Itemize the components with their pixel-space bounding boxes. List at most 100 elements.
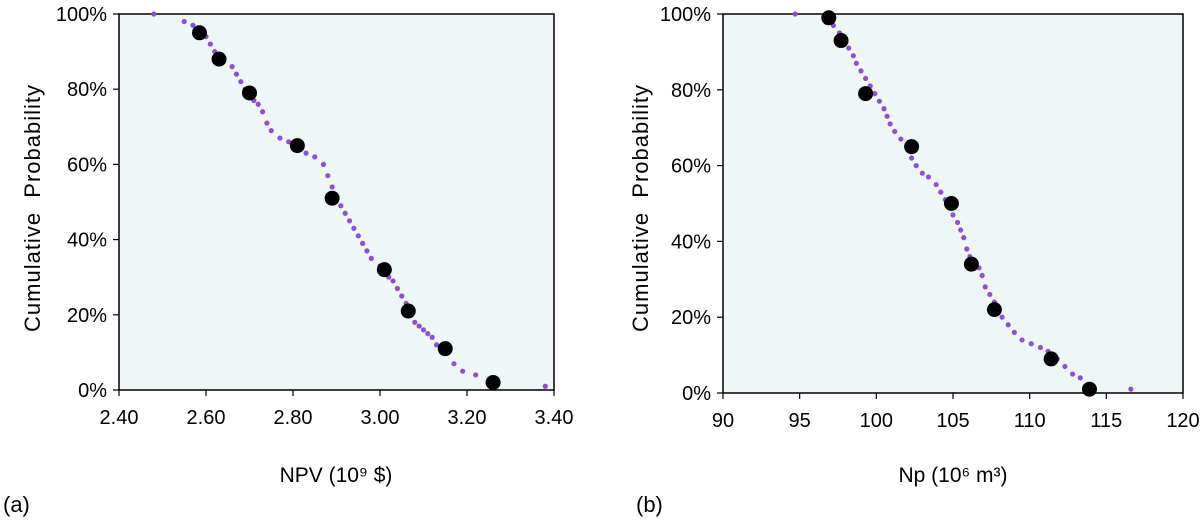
highlight-point-a (289, 138, 305, 154)
highlight-point-b (833, 33, 849, 49)
highlight-point-a (324, 190, 340, 206)
x-axis-ticks-a: 2.40 2.60 2.80 3.00 3.20 3.40 (100, 390, 574, 429)
y-axis-label-a: Cumulative Probability (20, 84, 45, 332)
x-axis-ticks-b: 90 95 100 105 110 115 120 (712, 393, 1200, 432)
x-tick-label-a: 3.40 (535, 407, 574, 429)
sample-point-b (979, 272, 985, 279)
y-tick-label-b: 80% (671, 80, 711, 102)
x-axis-label-a: NPV (10⁹ $) (280, 464, 393, 487)
sample-point-a (416, 323, 422, 329)
data-points-a (151, 11, 548, 390)
sample-point-a (425, 331, 431, 337)
highlight-point-a (211, 51, 227, 67)
sample-point-a (329, 184, 335, 190)
sample-point-b (1077, 375, 1083, 381)
sample-point-a (312, 154, 318, 160)
y-tick-label-a: 60% (67, 154, 107, 176)
sample-point-b (898, 136, 904, 142)
y-tick-label-a: 80% (67, 79, 107, 101)
sample-point-b (919, 170, 925, 176)
sample-point-a (325, 173, 331, 179)
x-tick-label-a: 3.00 (361, 407, 400, 429)
x-tick-label-b: 105 (936, 410, 969, 432)
sample-point-b (938, 189, 944, 195)
y-tick-label-a: 100% (56, 4, 107, 26)
highlight-point-b (858, 86, 874, 102)
sample-point-b (1028, 341, 1034, 347)
x-tick-label-b: 95 (789, 410, 811, 432)
y-tick-label-b: 60% (671, 156, 711, 178)
x-tick-label-a: 3.20 (448, 407, 487, 429)
sample-point-b (892, 128, 898, 135)
sample-point-a (229, 64, 235, 70)
y-tick-label-a: 0% (78, 380, 107, 402)
y-axis-ticks-a: 0% 20% 40% 60% 80% 100% (56, 4, 119, 402)
x-axis-label-b: Np (10⁶ m³) (899, 464, 1008, 487)
sample-point-a (190, 22, 196, 28)
sample-point-a (412, 319, 418, 325)
highlight-point-a (485, 374, 501, 390)
y-tick-label-a: 20% (67, 305, 107, 327)
sample-point-b (958, 227, 964, 233)
chart-panel-b: 90 95 100 105 110 115 120 0% 20% 40% 60% 80% 100% N… (628, 4, 1200, 517)
sample-point-a (259, 109, 266, 115)
sample-point-a (303, 150, 309, 156)
sample-point-b (881, 106, 887, 112)
highlight-point-b (1081, 381, 1097, 397)
sample-point-b (884, 113, 890, 119)
sample-point-a (207, 41, 213, 47)
sample-point-a (360, 240, 366, 246)
highlight-point-a (376, 262, 392, 278)
highlight-point-a (242, 85, 257, 101)
highlight-point-b (943, 196, 959, 211)
sample-point-a (394, 285, 400, 292)
y-tick-label-b: 0% (682, 383, 711, 405)
sample-point-a (277, 135, 283, 141)
sample-point-b (872, 90, 878, 97)
x-tick-label-b: 90 (712, 410, 734, 432)
sample-point-a (420, 327, 427, 333)
sample-point-a (151, 11, 157, 17)
sample-point-a (320, 161, 327, 167)
sample-point-a (473, 372, 479, 378)
sample-point-b (999, 314, 1005, 320)
sample-point-a (429, 334, 435, 340)
sample-point-a (338, 203, 344, 209)
sample-point-b (987, 291, 993, 298)
sample-point-b (955, 219, 961, 226)
highlight-point-b (904, 139, 920, 155)
sample-point-a (233, 71, 240, 77)
sample-point-b (950, 212, 956, 218)
sample-point-a (264, 120, 270, 126)
highlight-point-a (400, 303, 416, 319)
sample-point-b (982, 284, 988, 290)
sample-point-b (961, 235, 967, 241)
sample-point-a (451, 361, 457, 367)
sample-point-b (846, 45, 852, 51)
y-tick-label-b: 40% (671, 231, 711, 253)
sample-point-b (853, 60, 860, 66)
sample-point-b (933, 181, 939, 188)
x-tick-label-b: 120 (1166, 410, 1199, 432)
highlight-point-b (986, 302, 1002, 318)
sample-point-b (1011, 329, 1017, 335)
chart-panel-a: 2.40 2.60 2.80 3.00 3.20 3.40 0% 20% 40% 60% 80% 1… (3, 4, 573, 517)
sample-point-a (255, 101, 261, 107)
sample-point-b (964, 246, 970, 252)
panel-label-b: (b) (636, 492, 663, 517)
sample-point-b (792, 11, 798, 17)
y-tick-label-b: 20% (671, 307, 711, 329)
sample-point-b (887, 121, 893, 127)
sample-point-b (913, 163, 919, 169)
sample-point-a (351, 225, 357, 231)
sample-point-a (346, 218, 353, 224)
sample-point-a (542, 383, 548, 389)
sample-point-a (342, 210, 348, 216)
highlight-point-a (191, 25, 207, 41)
highlight-point-a (437, 341, 453, 357)
sample-point-a (460, 368, 466, 374)
x-tick-label-a: 2.60 (187, 407, 226, 429)
y-tick-label-a: 40% (67, 230, 107, 252)
x-tick-label-a: 2.40 (100, 407, 139, 429)
